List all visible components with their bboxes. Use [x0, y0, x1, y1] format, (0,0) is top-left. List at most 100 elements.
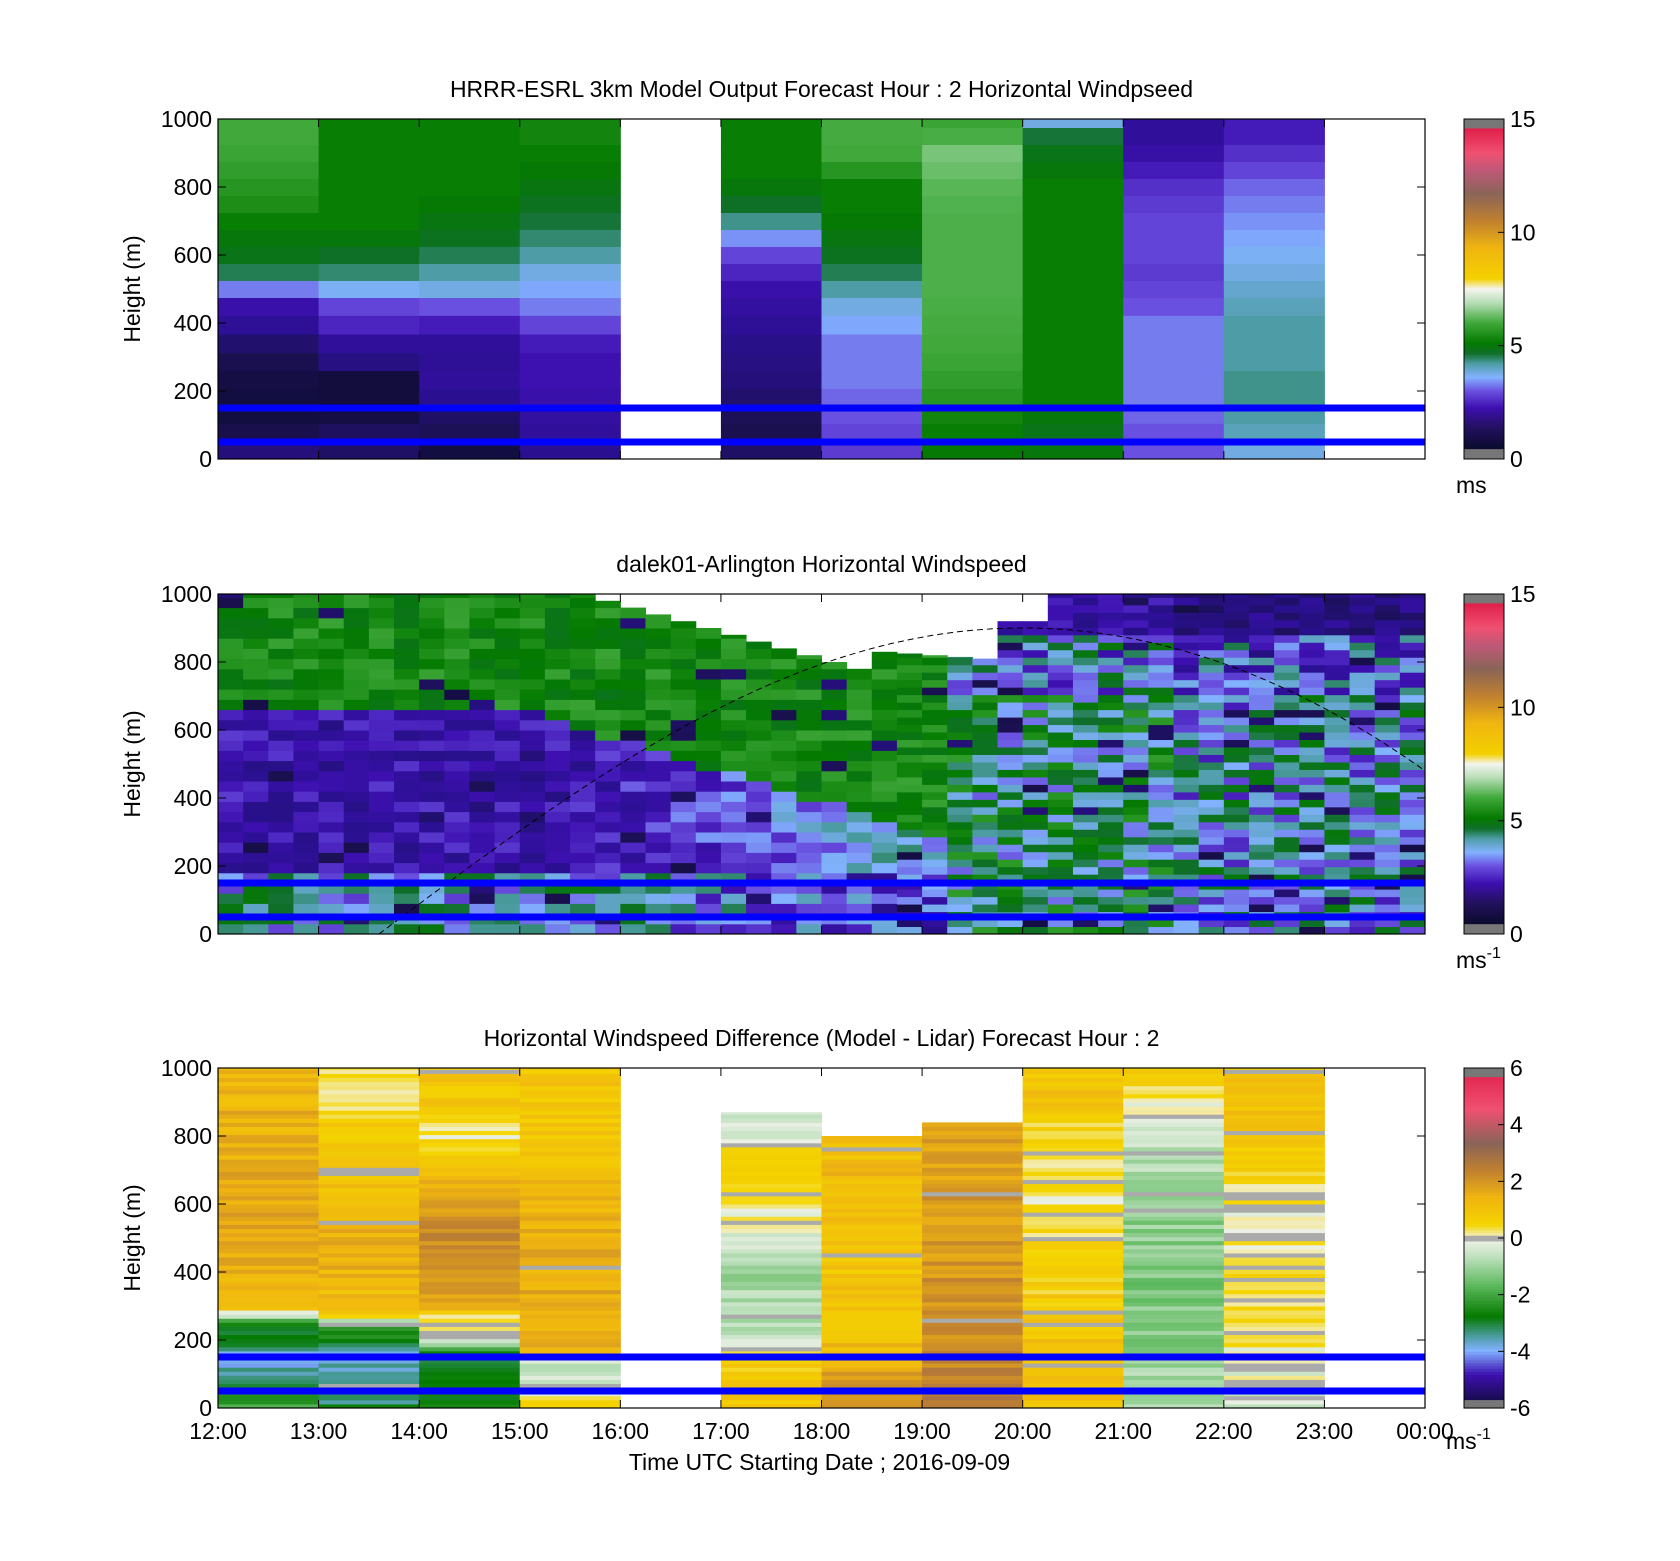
heatmap-cell — [1123, 1146, 1225, 1152]
heatmap-cell — [419, 638, 445, 649]
heatmap-cell — [997, 874, 1024, 883]
heatmap-cell — [419, 730, 445, 741]
heatmap-cell — [218, 1191, 320, 1197]
heatmap-cell — [972, 889, 999, 898]
heatmap-cell — [896, 791, 923, 800]
heatmap-cell — [1299, 724, 1325, 733]
heatmap-cell — [645, 668, 672, 680]
colorbar-unit-exponent: -1 — [1477, 1426, 1491, 1443]
heatmap-cell — [419, 1081, 521, 1087]
heatmap-cell — [1299, 814, 1325, 823]
heatmap-cell — [720, 1281, 822, 1287]
heatmap-cell — [494, 658, 521, 670]
heatmap-cell — [1123, 866, 1149, 875]
heatmap-cell — [1198, 649, 1225, 658]
heatmap-cell — [1022, 814, 1049, 823]
heatmap-cell — [519, 730, 546, 741]
heatmap-cell — [1374, 821, 1401, 830]
heatmap-cell — [896, 829, 923, 838]
heatmap-cell — [645, 852, 672, 864]
heatmap-cell — [1098, 814, 1124, 823]
heatmap-cell — [1123, 297, 1225, 316]
heatmap-cell — [1198, 679, 1225, 688]
heatmap-cell — [1223, 1195, 1325, 1201]
heatmap-cell — [343, 628, 370, 639]
heatmap-cell — [896, 754, 923, 763]
colorbar-cell — [1464, 1138, 1504, 1143]
heatmap-cell — [570, 689, 596, 700]
heatmap-cell — [1123, 1244, 1225, 1250]
heatmap-cell — [1123, 1089, 1225, 1095]
heatmap-cell — [1223, 1359, 1325, 1364]
heatmap-cell — [695, 760, 722, 772]
heatmap-cell — [746, 770, 772, 782]
heatmap-cell — [695, 862, 722, 874]
heatmap-cell — [695, 699, 722, 711]
heatmap-cell — [444, 617, 470, 629]
heatmap-cell — [218, 1326, 320, 1331]
heatmap-cell — [218, 1122, 320, 1127]
heatmap-cell — [570, 811, 596, 823]
heatmap-cell — [821, 246, 923, 264]
heatmap-cell — [922, 1273, 1024, 1278]
heatmap-cell — [1072, 619, 1099, 628]
colorbar-cell — [1464, 1130, 1504, 1134]
heatmap-cell — [218, 1277, 320, 1283]
heatmap-cell — [1098, 627, 1124, 636]
heatmap-cell — [645, 648, 672, 660]
heatmap-cell — [972, 739, 999, 748]
heatmap-cell — [519, 1195, 621, 1201]
heatmap-cell — [1072, 732, 1099, 741]
heatmap-cell — [1173, 814, 1200, 823]
heatmap-cell — [670, 750, 697, 762]
heatmap-cell — [1098, 784, 1124, 793]
heatmap-cell — [343, 883, 370, 894]
heatmap-cell — [720, 423, 822, 441]
heatmap-cell — [318, 1273, 420, 1278]
heatmap-cell — [519, 801, 546, 813]
colorbar-cell — [1464, 1249, 1504, 1253]
heatmap-cell — [821, 1359, 923, 1364]
heatmap-cell — [1374, 709, 1401, 718]
heatmap-cell — [1148, 799, 1175, 808]
heatmap-cell — [1299, 866, 1325, 875]
heatmap-cell — [670, 781, 697, 792]
heatmap-cell — [1349, 784, 1376, 793]
heatmap-cell — [268, 689, 294, 700]
heatmap-cell — [1248, 836, 1275, 845]
heatmap-cell — [720, 370, 822, 389]
y-axis-label: Height (m) — [119, 235, 145, 342]
heatmap-cell — [444, 852, 470, 864]
heatmap-cell — [1022, 246, 1124, 264]
heatmap-cell — [343, 862, 370, 874]
heatmap-cell — [997, 776, 1024, 785]
heatmap-cell — [1198, 769, 1225, 778]
heatmap-cell — [720, 1334, 822, 1340]
heatmap-cell — [1274, 747, 1300, 755]
heatmap-cell — [645, 821, 672, 833]
heatmap-cell — [1123, 1297, 1225, 1303]
heatmap-cell — [922, 866, 948, 875]
heatmap-cell — [720, 1297, 822, 1303]
heatmap-cell — [821, 1318, 923, 1323]
colorbar-cell — [1464, 1068, 1504, 1072]
heatmap-cell — [1223, 280, 1325, 298]
heatmap-cell — [720, 246, 822, 264]
heatmap-cell — [997, 709, 1024, 718]
heatmap-cell — [1399, 799, 1426, 808]
heatmap-cell — [922, 423, 1024, 441]
heatmap-cell — [1022, 1142, 1124, 1148]
heatmap-cell — [1098, 672, 1124, 681]
heatmap-cell — [1173, 859, 1200, 868]
heatmap-cell — [1274, 724, 1300, 733]
heatmap-cell — [444, 607, 470, 619]
heatmap-cell — [519, 1155, 621, 1160]
heatmap-cell — [419, 872, 445, 884]
heatmap-cell — [570, 699, 596, 711]
heatmap-cell — [318, 1310, 420, 1315]
heatmap-cell — [218, 1342, 320, 1348]
heatmap-cell — [1248, 829, 1275, 838]
heatmap-cell — [343, 658, 370, 670]
heatmap-cell — [368, 658, 395, 670]
heatmap-cell — [1248, 904, 1275, 913]
